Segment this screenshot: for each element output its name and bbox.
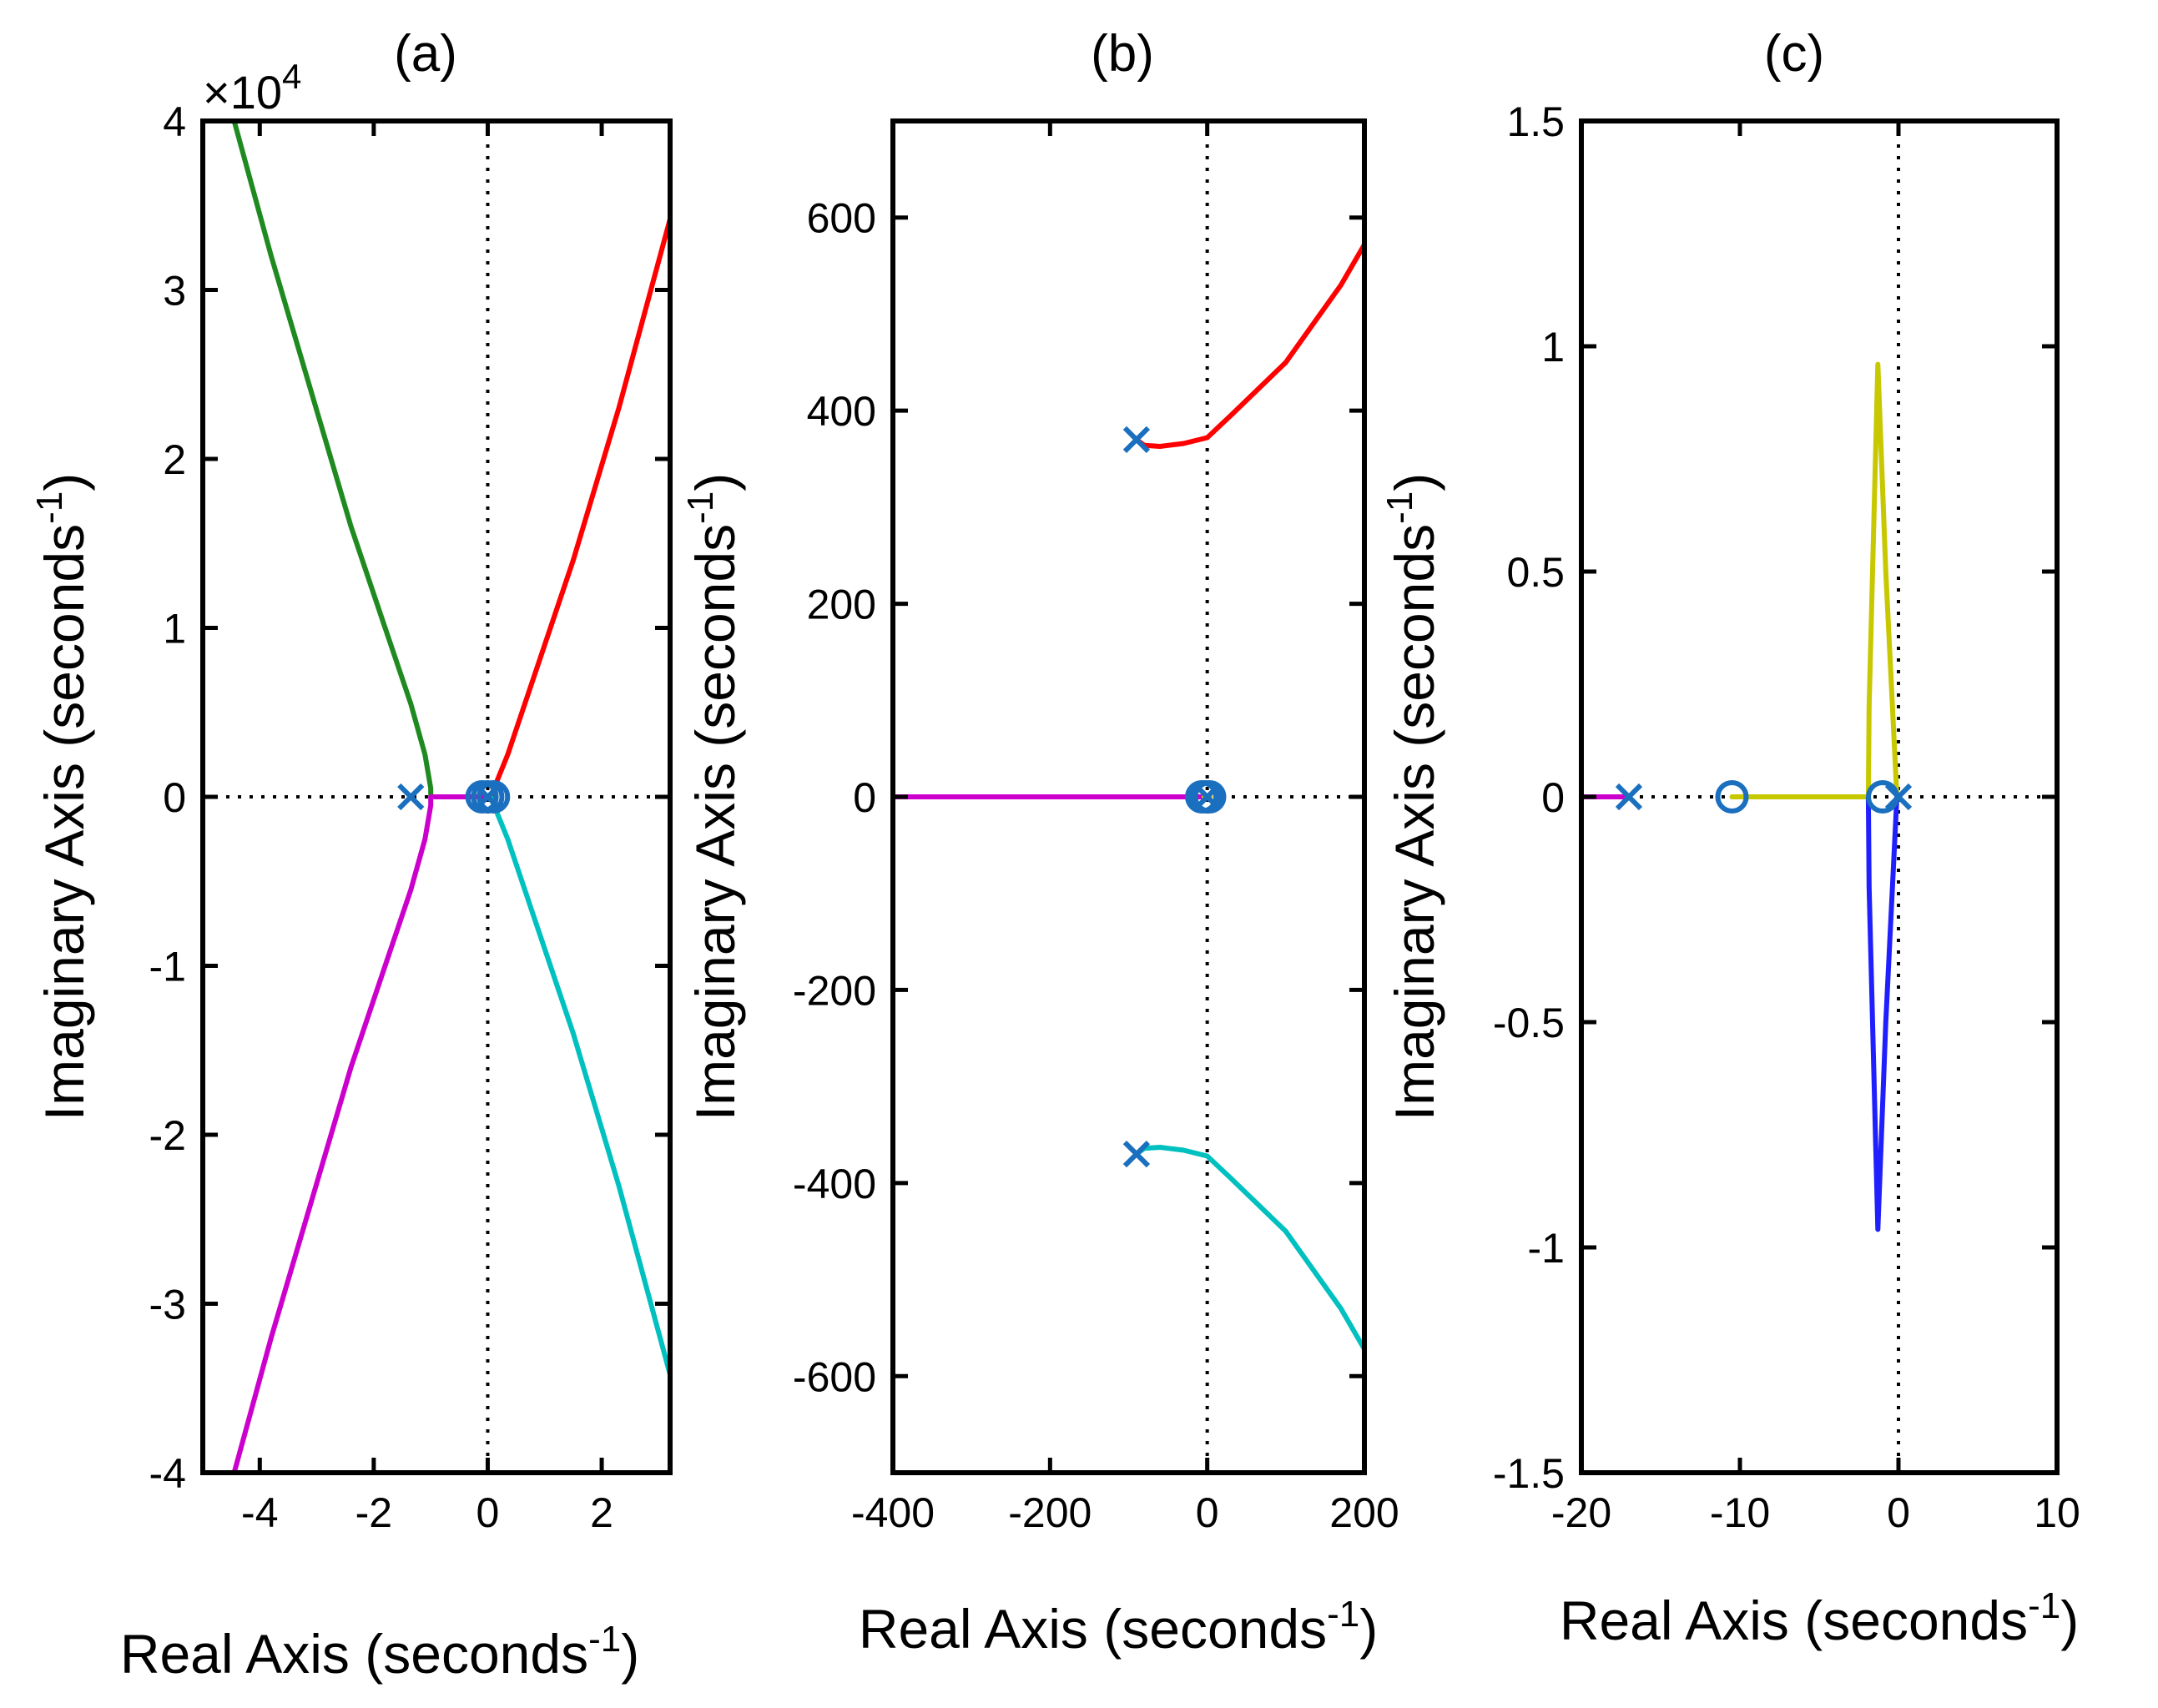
x-axis-label-exponent: -1 <box>588 1619 621 1660</box>
x-axis-label-text: Real Axis (seconds <box>120 1623 588 1685</box>
x-axis-label-close-paren: ) <box>2060 1590 2079 1651</box>
locus-branch-0 <box>1133 242 1364 449</box>
pole-marker-1 <box>1884 783 1913 811</box>
zero-marker-2 <box>476 780 511 814</box>
y-axis-label-text: Imaginary Axis (seconds <box>684 524 746 1121</box>
x-axis-label: Real Axis (seconds-1) <box>1560 1585 2079 1651</box>
y-tick-label: 0 <box>1541 774 1565 821</box>
series-group <box>893 242 1364 1352</box>
zero-marker-0 <box>1715 780 1749 814</box>
y-tick-label: 600 <box>807 195 876 242</box>
pole-marker-0 <box>397 783 425 811</box>
y-axis-label-text: Imaginary Axis (seconds <box>1384 524 1445 1121</box>
y-axis-label-exponent: -1 <box>29 491 70 524</box>
y-axis-label-text: Imaginary Axis (seconds <box>33 524 95 1121</box>
panel-b: -400 -200 0 200 -600 -400 -200 0 200 400 600 (b) Rea… <box>680 25 1399 1660</box>
pole-marker-1 <box>1122 1141 1151 1168</box>
y-axis-label: Imaginary Axis (seconds-1) <box>680 473 746 1121</box>
locus-branch-2 <box>1865 361 1900 799</box>
panel-c: -20 -10 0 10 -1.5 -1 -0.5 0 0.5 1 1.5 (c) Real Axis … <box>1379 25 2080 1651</box>
x-tick-label: -20 <box>1551 1489 1611 1536</box>
y-axis-label-exponent: -1 <box>1379 491 1420 524</box>
x-axis-label: Real Axis (seconds-1) <box>859 1594 1378 1660</box>
y-tick-label: -0.5 <box>1493 1000 1565 1046</box>
x-axis-label-close-paren: ) <box>1359 1598 1378 1660</box>
y-tick-label: -4 <box>149 1450 186 1497</box>
y-tick-label: 0 <box>163 774 186 821</box>
locus-branch-4 <box>487 794 670 1378</box>
y-tick-label: -400 <box>793 1161 876 1207</box>
x-axis-label: Real Axis (seconds-1) <box>120 1619 639 1685</box>
y-tick-label: 1 <box>1541 324 1565 370</box>
y-multiplier-base: ×10 <box>203 66 282 118</box>
series-group <box>231 121 670 1473</box>
y-tick-label: 0.5 <box>1506 549 1565 596</box>
panel-title: (b) <box>1091 25 1154 83</box>
x-tick-label: 0 <box>476 1489 500 1536</box>
panel-title: (c) <box>1764 25 1824 83</box>
y-tick-label: 0 <box>853 774 876 821</box>
series-group <box>1581 361 1900 1232</box>
y-tick-label: -3 <box>149 1282 186 1328</box>
y-axis-label-close-paren: ) <box>1384 473 1445 491</box>
y-axis-label-exponent: -1 <box>680 491 721 524</box>
y-tick-label: -600 <box>793 1353 876 1400</box>
y-tick-label: 400 <box>807 388 876 435</box>
y-tick-label: 4 <box>163 98 186 145</box>
y-multiplier-exponent: 4 <box>282 57 301 96</box>
pole-marker-1 <box>474 783 502 811</box>
x-tick-label: 200 <box>1329 1489 1399 1536</box>
locus-branch-3 <box>1865 794 1900 1232</box>
y-tick-label: 2 <box>163 436 186 483</box>
y-tick-label: -1.5 <box>1493 1450 1565 1497</box>
y-axis-label-close-paren: ) <box>684 473 746 491</box>
x-tick-label: 0 <box>1196 1489 1219 1536</box>
x-axis-label-text: Real Axis (seconds <box>859 1598 1327 1660</box>
x-axis-label-exponent: -1 <box>1327 1594 1359 1635</box>
x-tick-label: -2 <box>355 1489 392 1536</box>
x-axis-label-close-paren: ) <box>621 1623 639 1685</box>
x-axis-label-text: Real Axis (seconds <box>1560 1590 2028 1651</box>
y-tick-label: 1 <box>163 606 186 652</box>
zero-marker-2 <box>1192 780 1227 814</box>
y-axis-label: Imaginary Axis (seconds-1) <box>29 473 95 1121</box>
zero-marker-1 <box>1866 780 1899 814</box>
y-tick-label: -200 <box>793 967 876 1014</box>
y-tick-label: -1 <box>149 944 186 990</box>
y-axis-label: Imaginary Axis (seconds-1) <box>1379 473 1445 1121</box>
x-axis-label-exponent: -1 <box>2028 1585 2060 1626</box>
y-multiplier: ×104 <box>203 57 301 118</box>
locus-branch-1 <box>231 794 434 1473</box>
pole-marker-2 <box>1193 783 1221 811</box>
x-tick-label: -400 <box>851 1489 935 1536</box>
locus-branch-3 <box>487 216 670 799</box>
locus-branch-0 <box>231 121 434 799</box>
x-tick-label: -200 <box>1008 1489 1092 1536</box>
y-tick-label: 3 <box>163 268 186 315</box>
x-tick-label: -4 <box>241 1489 278 1536</box>
x-tick-label: 10 <box>2034 1489 2080 1536</box>
x-tick-label: -10 <box>1710 1489 1770 1536</box>
x-tick-label: 2 <box>590 1489 613 1536</box>
pole-marker-0 <box>1615 783 1643 811</box>
x-tick-label: 0 <box>1887 1489 1910 1536</box>
y-axis-label-close-paren: ) <box>33 473 95 491</box>
locus-branch-1 <box>1133 1145 1364 1352</box>
pole-marker-0 <box>1122 426 1151 453</box>
y-tick-label: -2 <box>149 1112 186 1159</box>
panel-title: (a) <box>394 25 457 83</box>
y-tick-label: 200 <box>807 582 876 628</box>
y-tick-label: 1.5 <box>1506 98 1565 145</box>
y-tick-label: -1 <box>1528 1225 1565 1272</box>
